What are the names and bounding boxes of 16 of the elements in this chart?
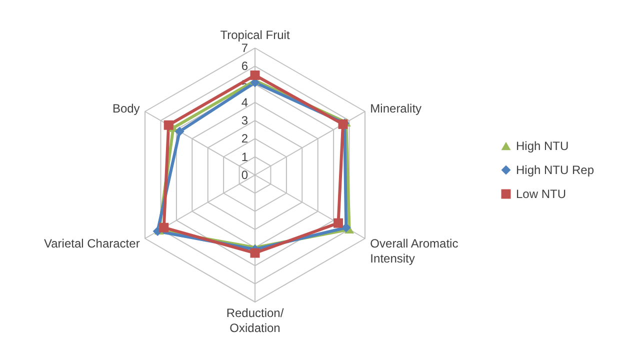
spoke-label: Overall Aromatic Intensity xyxy=(370,236,458,266)
y-tick-label: 2 xyxy=(241,132,248,146)
spoke-label: Reduction/ Oxidation xyxy=(226,306,284,335)
legend-label: High NTU xyxy=(516,139,569,153)
y-tick-label: 7 xyxy=(241,41,248,55)
y-tick-label: 1 xyxy=(241,150,248,164)
spoke-label: Minerality xyxy=(370,102,422,116)
y-tick-label: 4 xyxy=(241,95,248,110)
legend-label: High NTU Rep xyxy=(516,163,594,177)
spoke-label: Body xyxy=(112,102,140,116)
spoke-label: Tropical Fruit xyxy=(220,28,290,42)
spoke-label: Varietal Character xyxy=(44,236,140,250)
legend-label: Low NTU xyxy=(516,187,566,201)
y-tick-label: 0 xyxy=(241,168,248,182)
y-tick-label: 6 xyxy=(241,59,248,74)
y-tick-label: 3 xyxy=(241,114,248,128)
